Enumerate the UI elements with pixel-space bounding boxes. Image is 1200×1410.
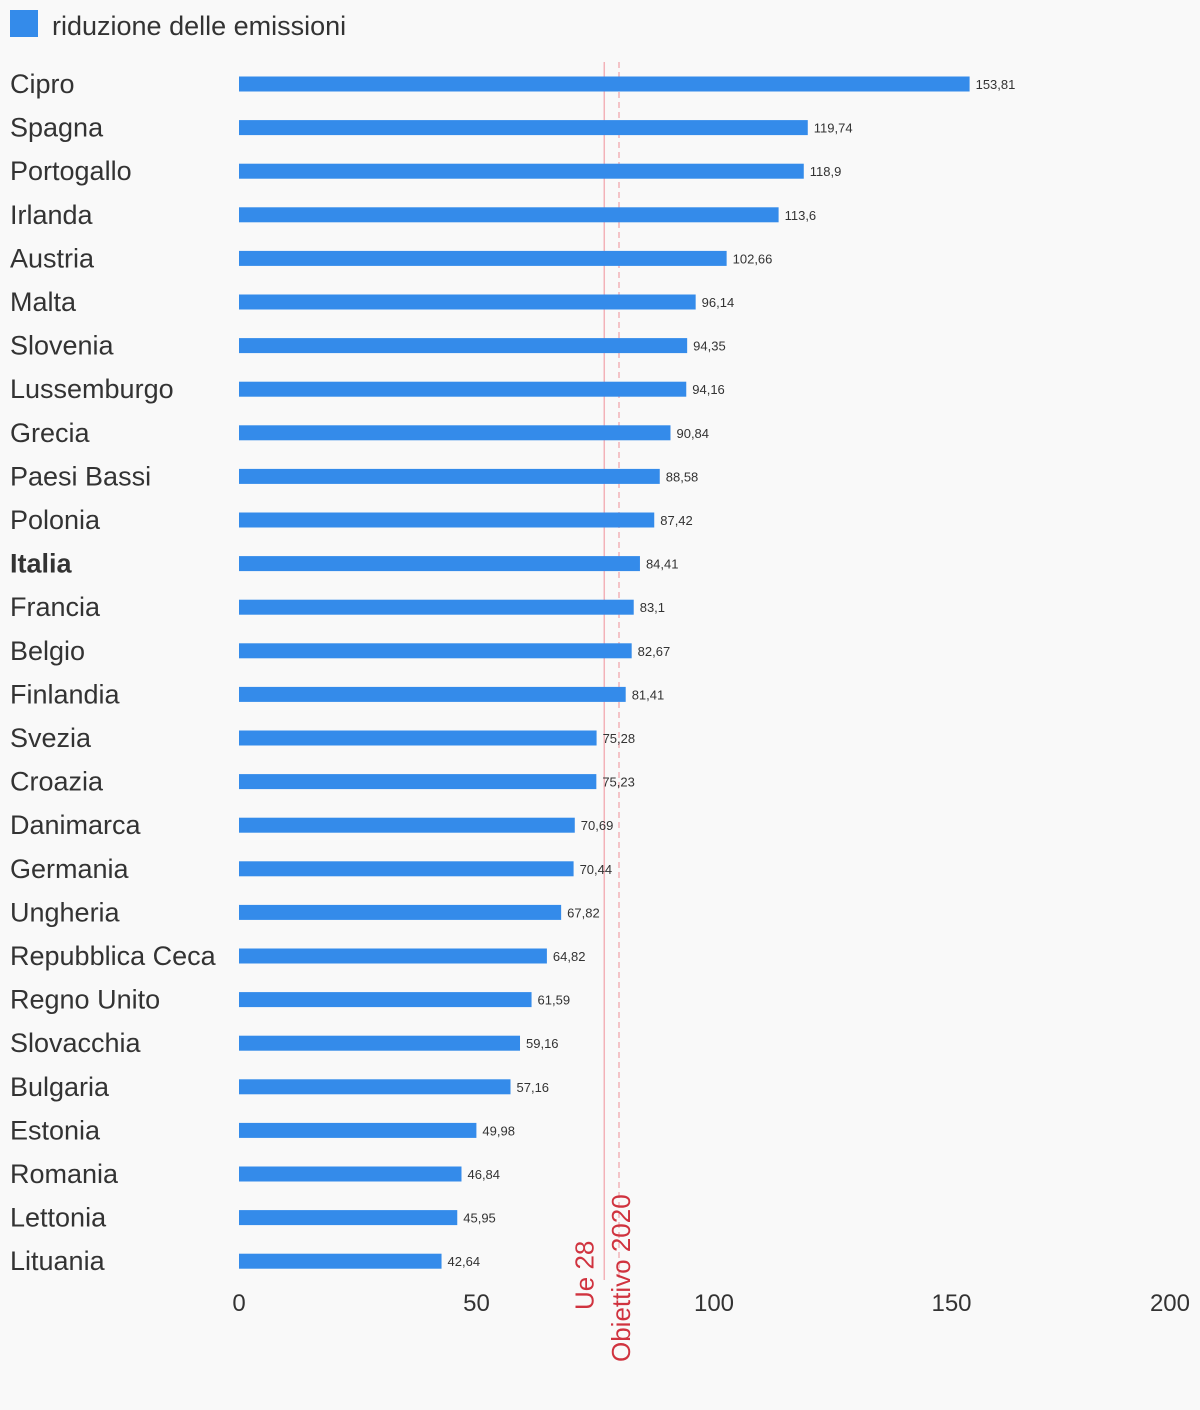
value-label: 102,66 bbox=[733, 251, 773, 266]
category-label: Spagna bbox=[10, 113, 104, 143]
value-label: 84,41 bbox=[646, 557, 679, 572]
bar bbox=[239, 76, 970, 92]
category-label: Portogallo bbox=[10, 156, 132, 186]
bar bbox=[239, 163, 804, 179]
value-label: 57,16 bbox=[517, 1080, 550, 1095]
category-label: Paesi Bassi bbox=[10, 461, 151, 491]
value-label: 83,1 bbox=[640, 600, 665, 615]
category-label: Danimarca bbox=[10, 810, 142, 840]
category-label: Cipro bbox=[10, 69, 75, 99]
value-label: 75,23 bbox=[602, 775, 635, 790]
category-label: Finlandia bbox=[10, 679, 121, 709]
category-label: Italia bbox=[10, 549, 73, 579]
category-label: Polonia bbox=[10, 505, 101, 535]
bar bbox=[239, 817, 575, 833]
category-label: Germania bbox=[10, 854, 130, 884]
category-label: Irlanda bbox=[10, 200, 94, 230]
category-label: Lussemburgo bbox=[10, 374, 174, 404]
bar bbox=[239, 904, 562, 920]
category-label: Lettonia bbox=[10, 1203, 107, 1233]
category-label: Malta bbox=[10, 287, 77, 317]
x-tick-label: 50 bbox=[463, 1290, 490, 1317]
bar bbox=[239, 686, 626, 702]
bar bbox=[239, 381, 687, 397]
value-label: 59,16 bbox=[526, 1036, 559, 1051]
bar bbox=[239, 468, 660, 484]
bar bbox=[239, 1210, 458, 1226]
value-label: 153,81 bbox=[976, 77, 1016, 92]
bar bbox=[239, 1035, 521, 1051]
category-label: Romania bbox=[10, 1159, 119, 1189]
value-label: 94,16 bbox=[692, 382, 725, 397]
x-tick-label: 100 bbox=[694, 1290, 734, 1317]
bar bbox=[239, 207, 779, 223]
category-label: Regno Unito bbox=[10, 985, 160, 1015]
value-label: 45,95 bbox=[463, 1211, 496, 1226]
category-label: Grecia bbox=[10, 418, 91, 448]
category-label: Repubblica Ceca bbox=[10, 941, 217, 971]
category-label: Francia bbox=[10, 592, 101, 622]
category-label: Belgio bbox=[10, 636, 85, 666]
bar bbox=[239, 1253, 442, 1269]
bar bbox=[239, 861, 574, 877]
bar bbox=[239, 556, 640, 572]
value-label: 61,59 bbox=[538, 993, 571, 1008]
bar bbox=[239, 992, 532, 1008]
x-tick-label: 150 bbox=[931, 1290, 971, 1317]
reference-line-label: Ue 28 bbox=[569, 1241, 599, 1310]
value-label: 70,69 bbox=[581, 818, 614, 833]
bar bbox=[239, 1166, 462, 1182]
bar bbox=[239, 1079, 511, 1095]
category-label: Lituania bbox=[10, 1246, 106, 1276]
value-label: 90,84 bbox=[676, 426, 709, 441]
value-label: 64,82 bbox=[553, 949, 586, 964]
value-label: 96,14 bbox=[702, 295, 735, 310]
category-label: Slovenia bbox=[10, 331, 115, 361]
value-label: 87,42 bbox=[660, 513, 693, 528]
category-label: Ungheria bbox=[10, 897, 121, 927]
value-label: 67,82 bbox=[567, 905, 600, 920]
value-label: 88,58 bbox=[666, 469, 699, 484]
bar bbox=[239, 774, 597, 790]
bar bbox=[239, 250, 727, 266]
bar bbox=[239, 120, 808, 136]
category-label: Slovacchia bbox=[10, 1028, 142, 1058]
legend-swatch bbox=[10, 10, 38, 37]
bar bbox=[239, 425, 671, 441]
bar bbox=[239, 948, 547, 964]
bar bbox=[239, 294, 696, 310]
bar bbox=[239, 1122, 477, 1138]
bar bbox=[239, 730, 597, 746]
category-label: Bulgaria bbox=[10, 1072, 110, 1102]
legend-label: riduzione delle emissioni bbox=[52, 11, 346, 41]
category-label: Croazia bbox=[10, 767, 104, 797]
value-label: 49,98 bbox=[482, 1123, 515, 1138]
value-label: 118,9 bbox=[810, 164, 842, 179]
value-label: 82,67 bbox=[638, 644, 671, 659]
value-label: 70,44 bbox=[580, 862, 613, 877]
bar bbox=[239, 512, 655, 528]
value-label: 119,74 bbox=[814, 121, 853, 136]
reference-line-label: Obiettivo 2020 bbox=[606, 1194, 636, 1362]
value-label: 75,28 bbox=[603, 731, 636, 746]
x-tick-label: 200 bbox=[1150, 1290, 1190, 1317]
value-label: 42,64 bbox=[448, 1254, 481, 1269]
bar bbox=[239, 599, 634, 615]
bar bbox=[239, 643, 632, 659]
value-label: 94,35 bbox=[693, 339, 726, 354]
value-label: 113,6 bbox=[785, 208, 817, 223]
bar bbox=[239, 338, 688, 354]
x-tick-label: 0 bbox=[232, 1290, 245, 1317]
category-label: Svezia bbox=[10, 723, 92, 753]
category-label: Austria bbox=[10, 243, 95, 273]
value-label: 81,41 bbox=[632, 687, 665, 702]
value-label: 46,84 bbox=[467, 1167, 500, 1182]
category-label: Estonia bbox=[10, 1115, 101, 1145]
